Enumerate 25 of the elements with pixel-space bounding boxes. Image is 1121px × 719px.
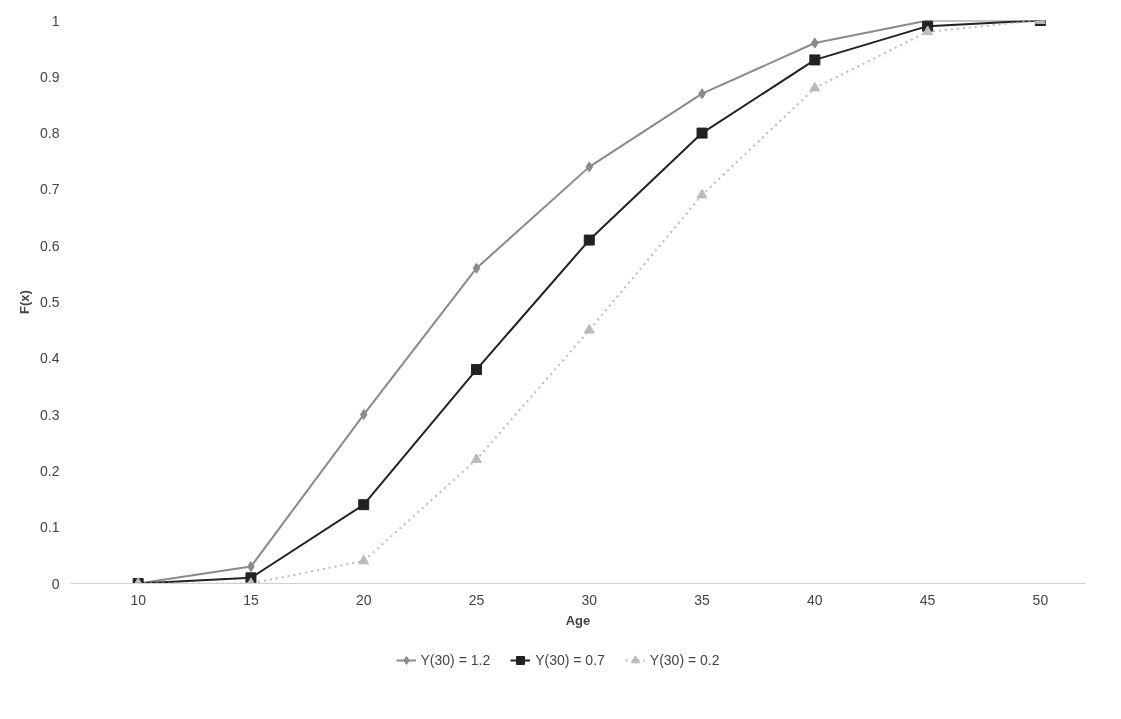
x-tick-label: 30 [581, 591, 598, 608]
legend-label: Y(30) = 1.2 [420, 652, 491, 668]
y-tick-label: 0.8 [40, 125, 60, 142]
y-tick-label: 0.2 [40, 462, 60, 479]
x-tick-label: 10 [130, 591, 147, 608]
x-tick-label: 45 [919, 591, 936, 608]
y-tick-label: 1 [51, 12, 60, 29]
y-tick-label: 0.7 [40, 181, 60, 198]
y-tick-label: 0.4 [40, 350, 60, 367]
y-tick-label: 0 [51, 575, 60, 592]
y-tick-label: 0.9 [40, 68, 60, 85]
y-tick-label: 0.5 [40, 294, 60, 310]
y-axis-title: F(x) [17, 290, 33, 314]
legend-label: Y(30) = 0.2 [649, 652, 720, 668]
x-tick-label: 50 [1032, 591, 1049, 608]
y-tick-label: 0.3 [40, 406, 60, 423]
y-tick-label: 0.6 [40, 237, 60, 254]
x-tick-label: 40 [807, 591, 823, 608]
x-axis-title: Age [565, 612, 591, 628]
legend-label: Y(30) = 0.7 [535, 652, 605, 668]
x-tick-label: 15 [243, 591, 259, 608]
x-tick-label: 35 [694, 591, 711, 608]
y-tick-label: 0.1 [40, 519, 60, 536]
x-tick-label: 20 [355, 591, 372, 608]
x-tick-label: 25 [468, 591, 485, 608]
